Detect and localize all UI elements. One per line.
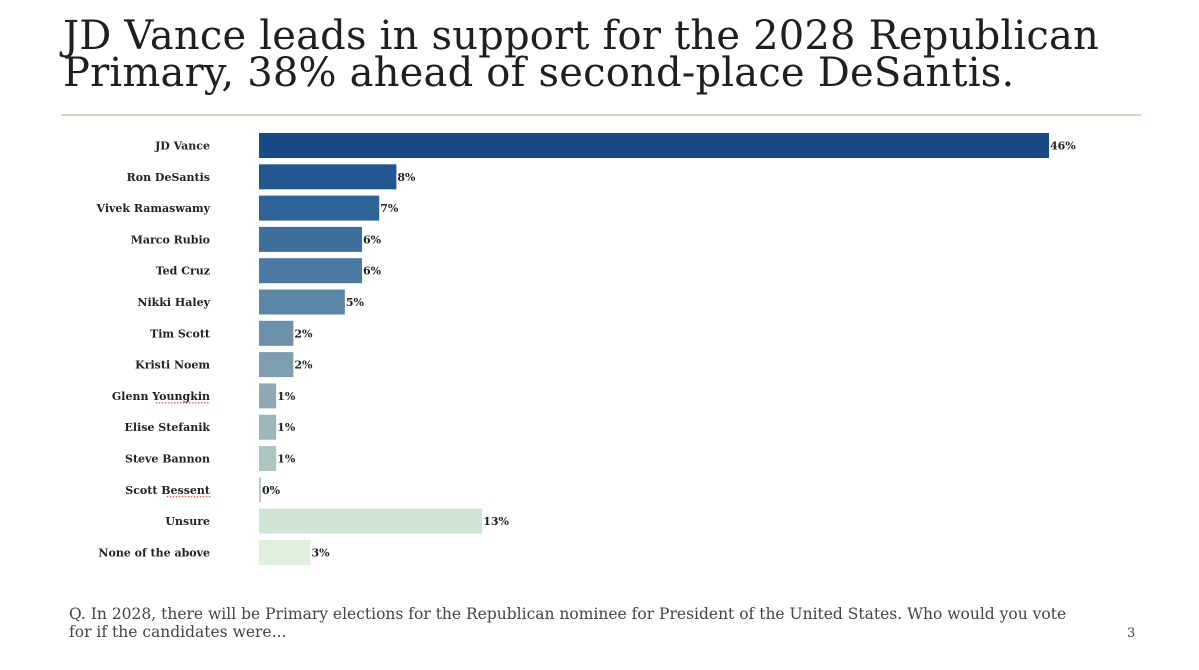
category-label: Tim Scott: [150, 327, 211, 340]
bar: [259, 226, 363, 252]
bar: [259, 539, 311, 565]
bar: [259, 195, 380, 221]
bar: [259, 258, 363, 284]
bar: [259, 383, 277, 409]
bar-chart: JD Vance 46% Ron DeSantis 8% Vivek Ramaswamy…: [96, 133, 1076, 565]
value-label: 1%: [277, 390, 296, 403]
value-label: 46%: [1050, 140, 1076, 153]
survey-question: Q. In 2028, there will be Primary electi…: [69, 605, 1067, 641]
category-label: Ron DeSantis: [127, 171, 210, 184]
value-label: 3%: [312, 546, 331, 559]
category-label: Nikki Haley: [137, 296, 210, 309]
category-label: Glenn Youngkin: [112, 390, 210, 403]
bar: [259, 352, 294, 378]
category-label: Elise Stefanik: [125, 421, 211, 434]
page-number: 3: [1127, 626, 1136, 641]
value-label: 2%: [294, 359, 313, 372]
bar: [259, 477, 261, 503]
bar: [259, 508, 483, 534]
category-label: Kristi Noem: [135, 359, 210, 372]
value-label: 13%: [483, 515, 509, 528]
value-label: 1%: [277, 453, 296, 466]
category-label: Marco Rubio: [131, 233, 210, 246]
value-label: 5%: [346, 296, 365, 309]
bar: [259, 320, 294, 346]
category-label: Vivek Ramaswamy: [96, 202, 211, 215]
bar: [259, 289, 345, 315]
slide-title: JD Vance leads in support for the 2028 R…: [63, 13, 1099, 96]
category-label: JD Vance: [154, 140, 210, 153]
category-label: None of the above: [98, 546, 210, 559]
category-label: Unsure: [165, 515, 210, 528]
bar: [259, 133, 1049, 158]
category-label: Scott Bessent: [125, 484, 211, 497]
value-label: 6%: [363, 265, 382, 278]
category-label: Steve Bannon: [125, 453, 210, 466]
value-label: 7%: [380, 202, 399, 215]
bar: [259, 446, 277, 471]
title-divider: [61, 114, 1141, 116]
category-label: Ted Cruz: [156, 265, 210, 278]
value-label: 1%: [277, 421, 296, 434]
bar: [259, 164, 397, 190]
bar: [259, 414, 277, 440]
value-label: 0%: [262, 484, 281, 497]
value-label: 2%: [294, 327, 313, 340]
value-label: 8%: [397, 171, 416, 184]
value-label: 6%: [363, 233, 382, 246]
